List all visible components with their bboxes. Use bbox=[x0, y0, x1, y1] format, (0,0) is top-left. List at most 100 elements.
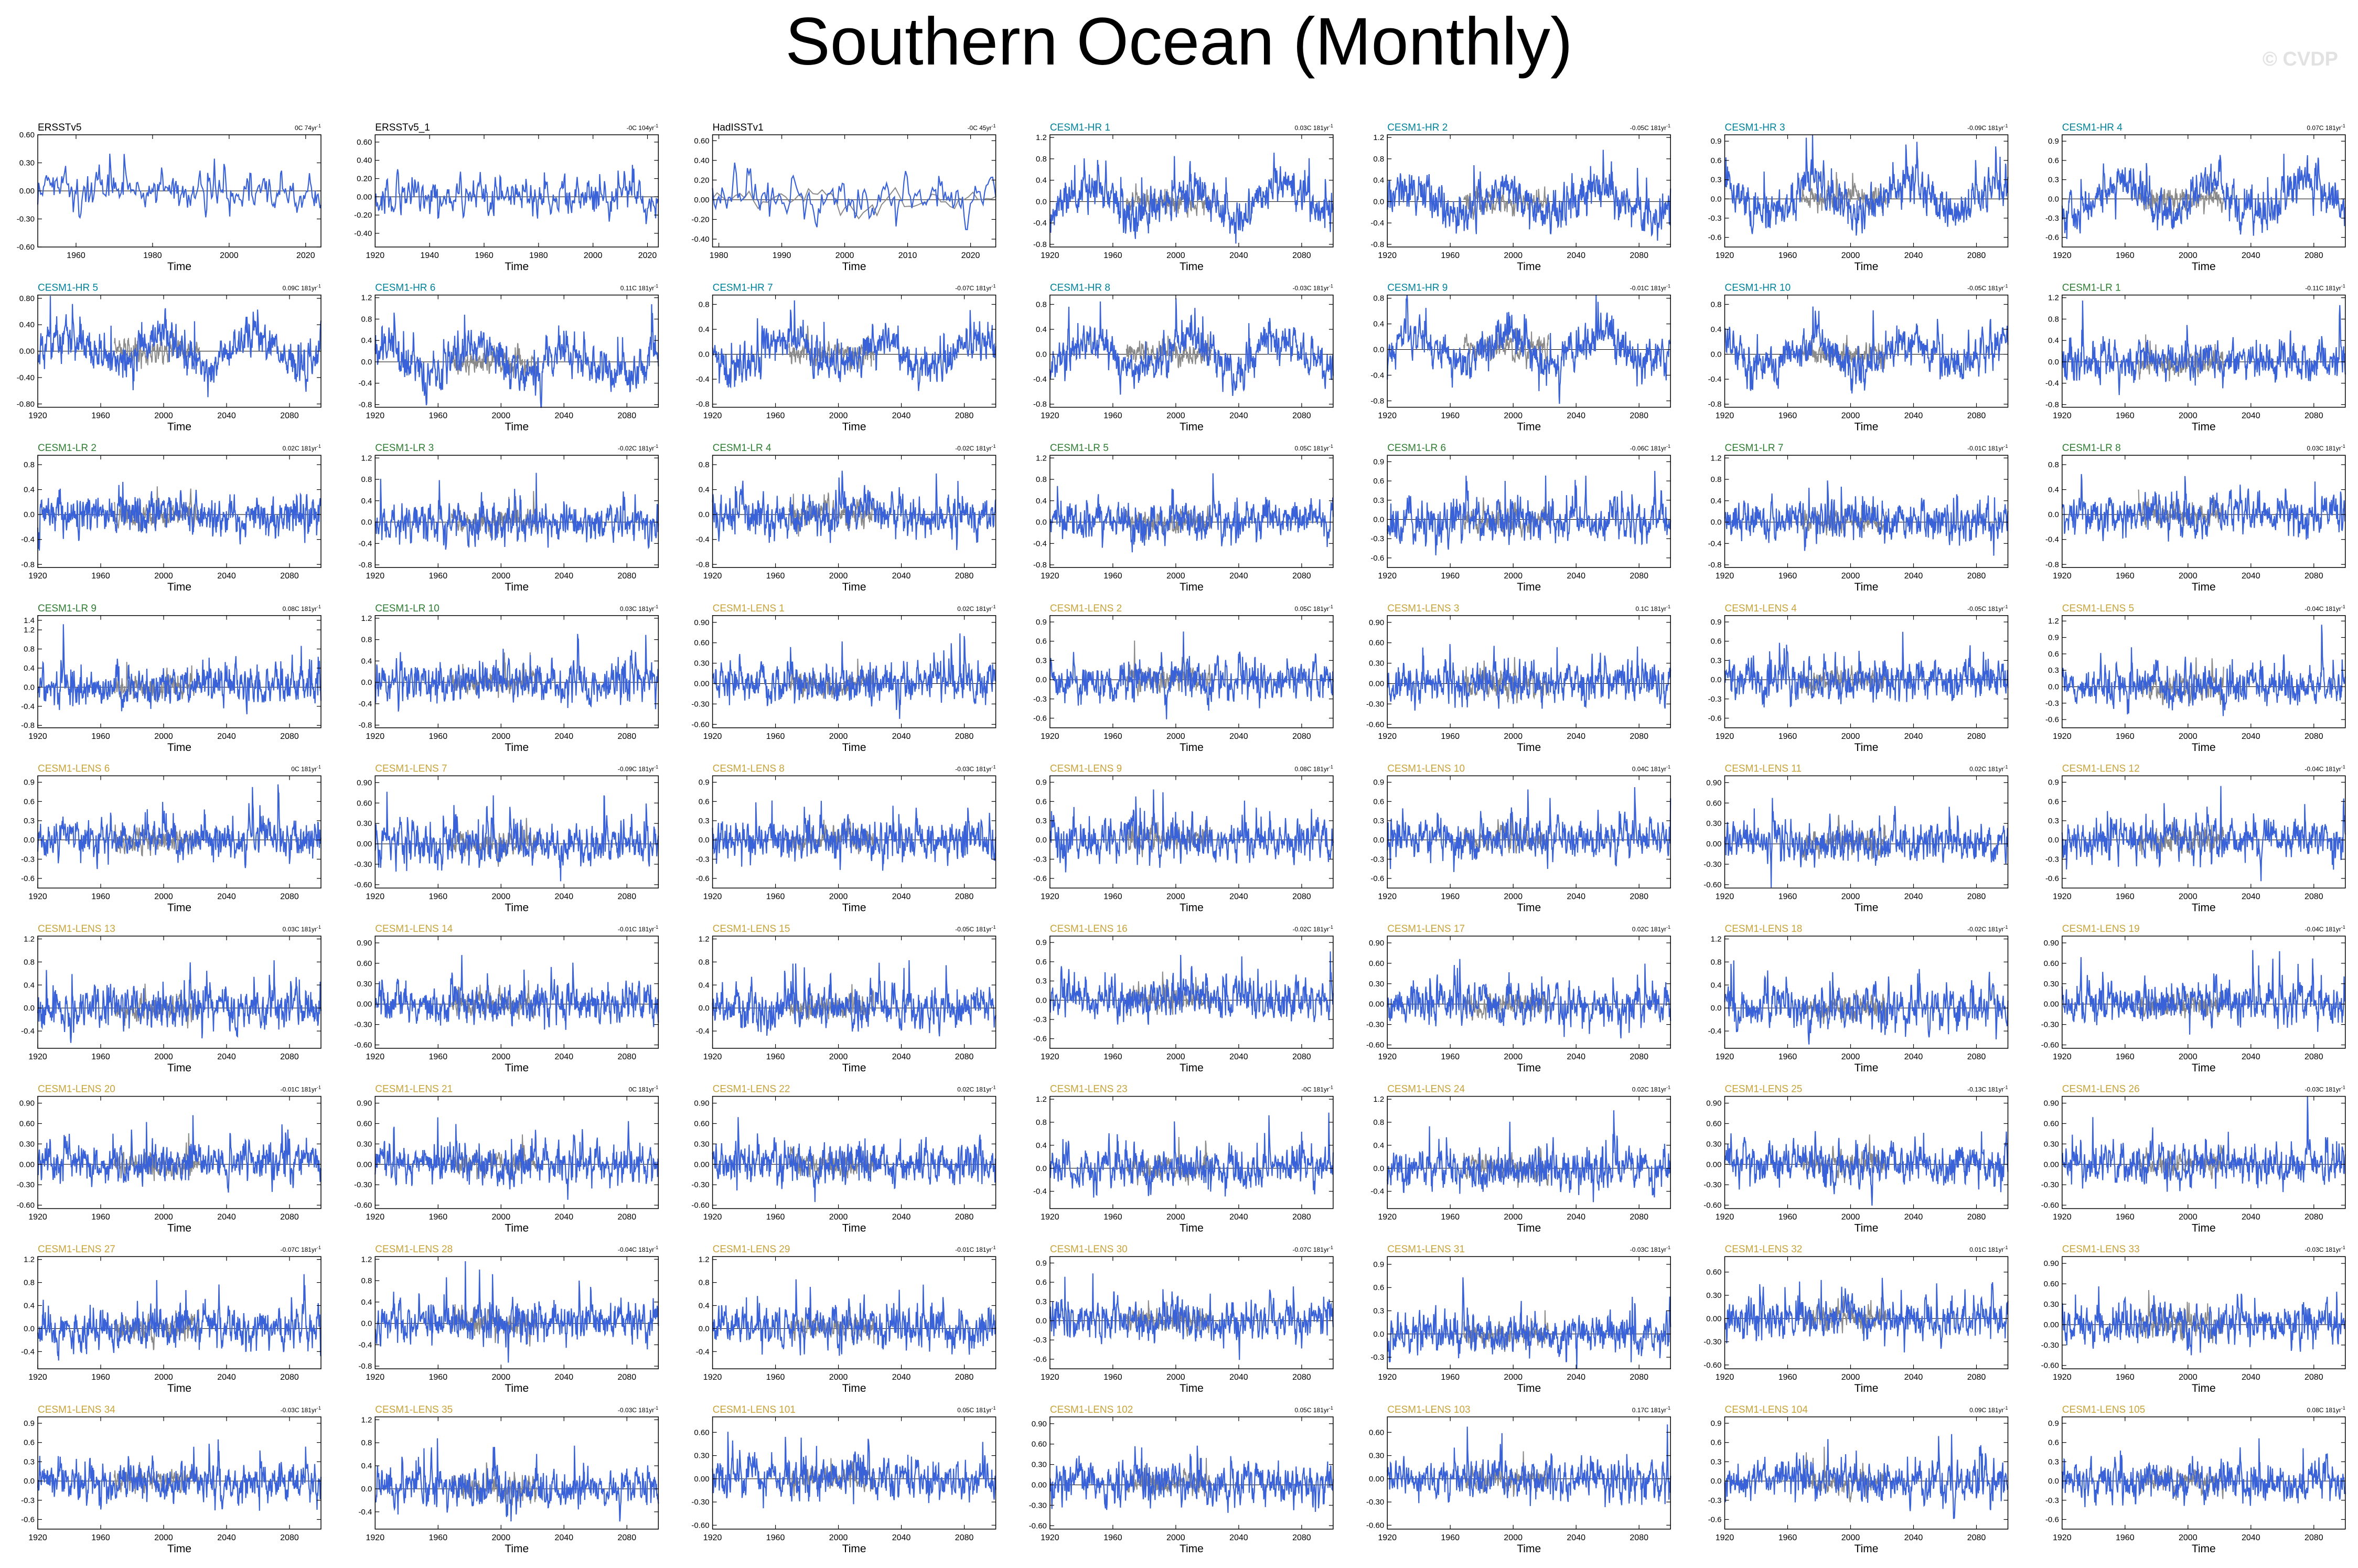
x-tick-label: 1920 bbox=[366, 1213, 385, 1222]
plot-frame bbox=[37, 775, 321, 889]
x-tick-label: 1920 bbox=[1041, 412, 1059, 421]
panel-title: CESM1-LENS 8 bbox=[713, 763, 785, 774]
y-tick-label: 0.0 bbox=[1373, 515, 1384, 524]
panel-title: CESM1-HR 6 bbox=[375, 283, 435, 294]
x-axis-label: Time bbox=[1517, 742, 1541, 754]
series-line bbox=[1049, 1112, 1334, 1198]
trend-exponent: -1 bbox=[2341, 444, 2345, 449]
x-tick-label: 2040 bbox=[1567, 251, 1585, 260]
y-tick-label: -0.60 bbox=[1703, 1201, 1721, 1210]
y-tick-label: -0.4 bbox=[2045, 379, 2059, 388]
y-tick-label: 0.0 bbox=[1036, 1316, 1047, 1325]
y-tick-label: 0.00 bbox=[694, 1475, 709, 1484]
y-tick-label: 0.00 bbox=[1706, 1314, 1721, 1323]
x-tick-label: 1920 bbox=[703, 412, 722, 421]
x-tick-label: 1920 bbox=[703, 1373, 722, 1382]
trend-label: -0.06C 181yr-1 bbox=[1630, 444, 1670, 452]
trend-exponent: -1 bbox=[654, 1245, 658, 1250]
x-tick-label: 2040 bbox=[1229, 1053, 1248, 1061]
y-tick-label: -0.60 bbox=[354, 1201, 372, 1210]
plot-frame bbox=[374, 1096, 659, 1209]
reference-series-line bbox=[451, 1462, 538, 1506]
x-tick-label: 2080 bbox=[2305, 572, 2323, 581]
x-tick-label: 1920 bbox=[366, 251, 385, 260]
series-line bbox=[712, 1117, 996, 1202]
trend-label: 0.08C 181yr-1 bbox=[283, 604, 321, 613]
trend-label: -0.03C 181yr-1 bbox=[1293, 284, 1333, 292]
trend-exponent: -1 bbox=[2003, 1245, 2008, 1250]
x-tick-label: 2040 bbox=[217, 732, 236, 741]
x-tick-label: 1960 bbox=[2116, 732, 2135, 741]
panel-title: CESM1-LENS 16 bbox=[1050, 923, 1128, 935]
x-tick-label: 1920 bbox=[28, 892, 47, 901]
y-tick-label: 0.0 bbox=[1711, 195, 1722, 203]
series-line bbox=[37, 624, 322, 715]
x-tick-label: 2040 bbox=[217, 1213, 236, 1222]
y-tick-label: 0.00 bbox=[1369, 1000, 1384, 1009]
trend-label: 0.05C 181yr-1 bbox=[1295, 444, 1333, 452]
y-tick-label: 0.4 bbox=[699, 486, 710, 495]
y-tick-label: 0.0 bbox=[24, 510, 35, 519]
y-tick-label: -0.3 bbox=[21, 1496, 35, 1505]
plot-frame bbox=[37, 1416, 321, 1530]
x-axis-label: Time bbox=[167, 1543, 191, 1555]
y-tick-label: -0.60 bbox=[1366, 1041, 1384, 1050]
series-line bbox=[1387, 787, 1671, 872]
x-tick-label: 2040 bbox=[892, 572, 911, 581]
x-tick-label: 1920 bbox=[1716, 572, 1734, 581]
chart-panel: CESM1-LENS 5 -0.04C 181yr-1 1920 1960 2000 20… bbox=[2045, 603, 2346, 754]
series-line bbox=[2061, 1286, 2346, 1356]
y-tick-label: -0.30 bbox=[1366, 1498, 1384, 1507]
series-line bbox=[1387, 295, 1671, 404]
series-line bbox=[1049, 298, 1334, 396]
x-axis-label: Time bbox=[1180, 1062, 1204, 1074]
y-tick-label: 0.4 bbox=[1711, 981, 1722, 990]
x-tick-label: 2040 bbox=[2242, 412, 2260, 421]
x-tick-label: 1920 bbox=[1378, 251, 1397, 260]
x-tick-label: 2000 bbox=[492, 412, 511, 421]
trend-label: 0.03C 181yr-1 bbox=[620, 604, 658, 613]
chart-panel: CESM1-LENS 29 -0.01C 181yr-1 1920 1960 2000 2… bbox=[696, 1244, 996, 1394]
series-line bbox=[1049, 951, 1334, 1025]
x-axis-label: Time bbox=[842, 1222, 866, 1234]
plot-frame bbox=[1724, 615, 2009, 728]
panel-title: CESM1-LENS 19 bbox=[2062, 923, 2140, 935]
x-tick-label: 2040 bbox=[217, 572, 236, 581]
y-tick-label: 0.9 bbox=[1373, 457, 1384, 466]
y-tick-label: 0.8 bbox=[2048, 460, 2059, 469]
y-tick-label: 0.4 bbox=[361, 657, 372, 665]
y-tick-label: -0.30 bbox=[1366, 700, 1384, 708]
y-tick-label: 0.8 bbox=[1036, 155, 1047, 164]
x-tick-label: 1960 bbox=[1103, 892, 1122, 901]
trend-label: -0.01C 181yr-1 bbox=[1630, 284, 1670, 292]
chart-panel: CESM1-LENS 104 0.09C 181yr-1 1920 1960 2000 2… bbox=[1708, 1404, 2009, 1555]
series-line bbox=[374, 955, 659, 1030]
panel-title: CESM1-LENS 22 bbox=[713, 1084, 790, 1095]
chart-panel: CESM1-HR 6 0.11C 181yr-1 1920 1960 2000 2040 2… bbox=[358, 283, 659, 433]
y-tick-label: 0.0 bbox=[699, 836, 710, 845]
plot-frame bbox=[712, 1416, 996, 1530]
chart-panel: CESM1-HR 3 -0.09C 181yr-1 1920 1960 2000 2040… bbox=[1708, 122, 2009, 273]
series-line bbox=[1724, 134, 2009, 236]
trend-exponent: -1 bbox=[654, 444, 658, 449]
y-tick-label: 0.4 bbox=[361, 497, 372, 506]
panel-title: CESM1-LENS 105 bbox=[2062, 1404, 2145, 1415]
y-tick-label: 0.6 bbox=[2048, 797, 2059, 806]
trend-exponent: -1 bbox=[654, 925, 658, 930]
x-axis-label: Time bbox=[1517, 1222, 1541, 1234]
plot-frame bbox=[1387, 134, 1671, 248]
x-tick-label: 1960 bbox=[1778, 572, 1797, 581]
y-tick-label: -0.4 bbox=[1033, 375, 1047, 384]
panel-title: CESM1-HR 10 bbox=[1725, 283, 1791, 294]
panel-title: CESM1-LR 6 bbox=[1387, 443, 1446, 454]
plot-frame bbox=[1387, 1096, 1671, 1209]
y-tick-label: 0.9 bbox=[2048, 137, 2059, 146]
x-tick-label: 1920 bbox=[703, 1213, 722, 1222]
x-tick-label: 1960 bbox=[1441, 892, 1460, 901]
x-tick-label: 1920 bbox=[2053, 1053, 2072, 1061]
trend-exponent: -1 bbox=[2341, 123, 2345, 128]
x-tick-label: 2040 bbox=[1904, 892, 1923, 901]
series-line bbox=[712, 1279, 996, 1356]
x-tick-label: 2040 bbox=[892, 1213, 911, 1222]
y-tick-label: 0.4 bbox=[1036, 1141, 1047, 1150]
